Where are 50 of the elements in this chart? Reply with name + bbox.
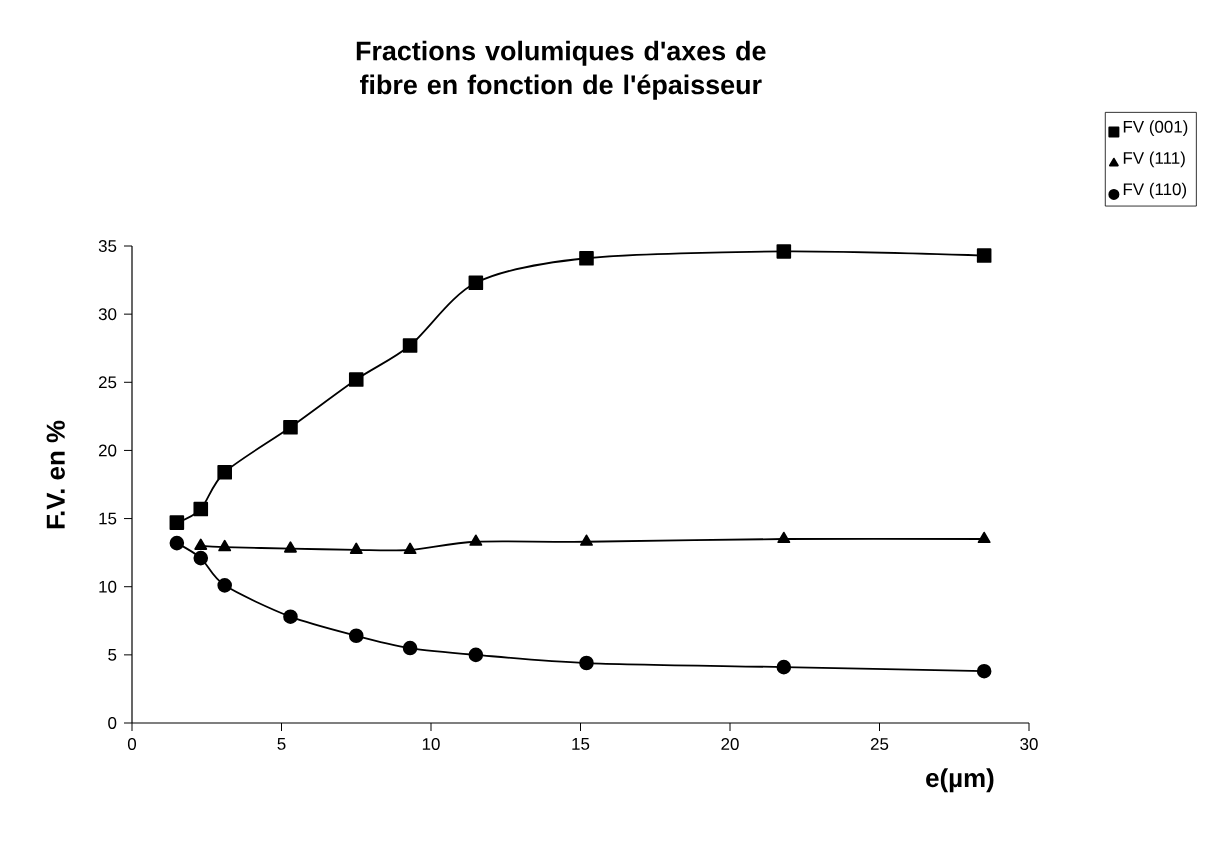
legend-label: FV (111) (1123, 151, 1185, 168)
point (283, 609, 298, 624)
point (402, 640, 418, 656)
y-axis-title: F.V. en % (46, 420, 65, 529)
point (284, 541, 297, 553)
y-tick-label: 15 (99, 512, 117, 525)
point (217, 578, 232, 593)
point (193, 550, 209, 566)
point (976, 248, 992, 263)
point (468, 647, 484, 663)
x-tick-label: 10 (422, 738, 440, 751)
x-tick-label: 20 (721, 738, 739, 751)
point (349, 542, 363, 555)
point (777, 531, 791, 544)
y-tick-label: 25 (98, 376, 117, 389)
point (468, 275, 484, 291)
point (469, 534, 483, 546)
point (580, 534, 593, 546)
y-tick-label: 20 (98, 444, 117, 457)
point (976, 663, 992, 679)
point (194, 538, 208, 550)
point (776, 244, 792, 259)
point (169, 535, 185, 551)
point (218, 539, 232, 552)
point (579, 250, 594, 266)
point (348, 628, 364, 644)
x-tick-label: 30 (1020, 738, 1038, 751)
point (776, 659, 792, 675)
y-tick-label: 10 (99, 580, 117, 593)
point (169, 515, 185, 530)
legend-label: FV (001) (1123, 120, 1188, 137)
y-tick-label: 5 (108, 648, 117, 661)
point (977, 531, 991, 544)
x-axis-title: e(µm) (926, 768, 994, 793)
chart-title: Fractions volumiques d'axes de fibre en fonction de l'épaisseur (356, 40, 766, 100)
point (283, 419, 298, 435)
x-tick-label: 15 (572, 738, 590, 750)
x-tick-label: 0 (127, 738, 137, 751)
point (579, 655, 594, 671)
point (193, 501, 209, 517)
point (348, 372, 364, 387)
point (402, 338, 418, 353)
y-tick-label: 30 (98, 308, 117, 321)
x-tick-label: 5 (277, 738, 286, 750)
legend-label: FV (110) (1123, 182, 1187, 199)
y-tick-label: 0 (108, 717, 117, 729)
point (217, 464, 232, 480)
x-tick-label: 25 (870, 738, 889, 751)
point (403, 542, 417, 555)
y-tick-label: 35 (98, 240, 117, 252)
